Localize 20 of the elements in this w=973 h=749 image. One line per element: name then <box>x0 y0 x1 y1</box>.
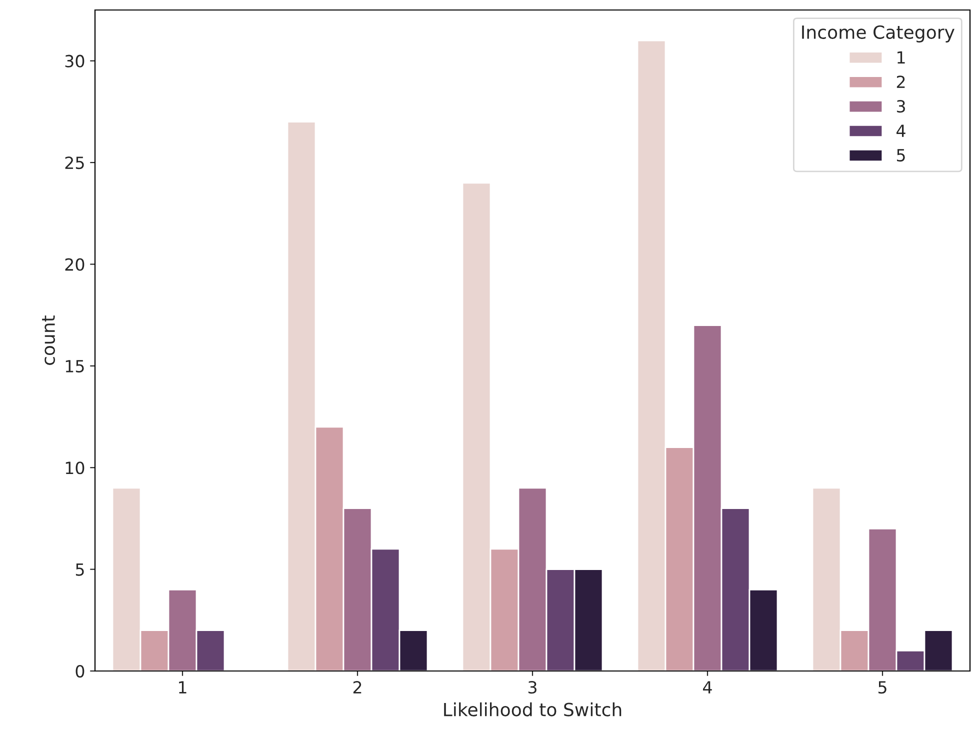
y-tick-label: 20 <box>65 258 84 271</box>
y-tick-label: 5 <box>76 563 84 576</box>
y-tick-label: 0 <box>76 664 84 678</box>
legend-label: 4 <box>896 124 906 137</box>
y-tick-label: 30 <box>65 54 84 68</box>
legend-label: 1 <box>898 51 905 64</box>
x-tick-label: 2 <box>353 681 362 694</box>
x-tick-label: 5 <box>878 681 886 694</box>
x-tick-label: 4 <box>703 681 712 694</box>
legend-label: 2 <box>896 76 905 88</box>
y-tick-label: 25 <box>65 156 84 170</box>
x-tick-label: 3 <box>528 681 536 694</box>
y-tick-label: 10 <box>66 462 84 474</box>
y-tick-label: 15 <box>66 360 84 372</box>
legend-label: 3 <box>896 100 905 113</box>
legend-label: 5 <box>896 149 905 162</box>
legend-title: Income Category <box>802 25 954 42</box>
x-axis-title: Likelihood to Switch <box>444 702 622 716</box>
y-axis-title: count <box>42 315 56 365</box>
x-tick-label: 1 <box>179 681 186 694</box>
